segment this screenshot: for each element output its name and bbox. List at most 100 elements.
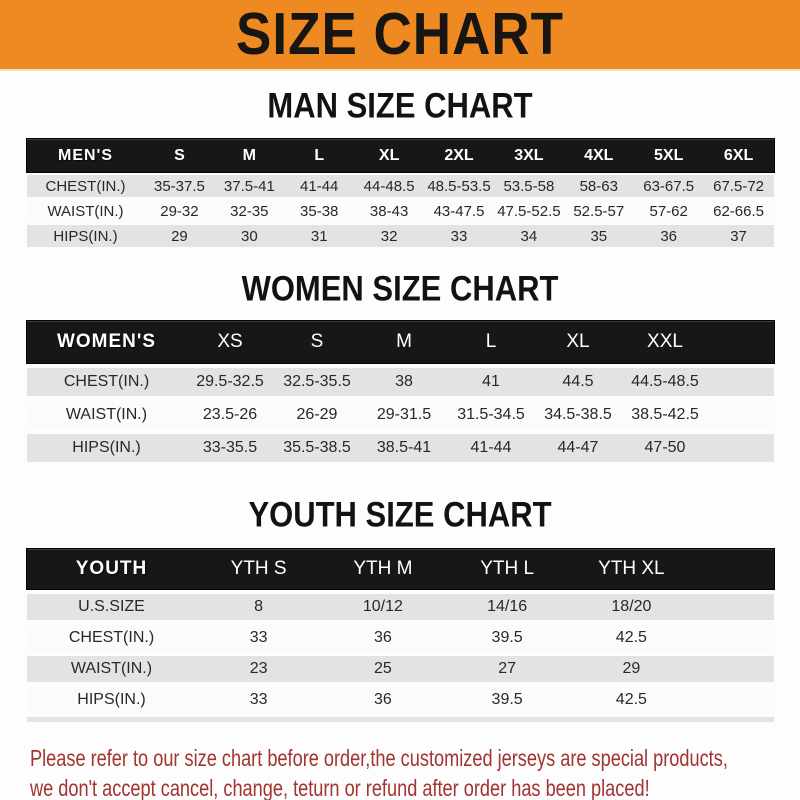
- table-row: WAIST(IN.) 23.5-26 26-29 29-31.5 31.5-34.5 34…: [26, 401, 774, 429]
- size-value-cell: 39.5: [491, 691, 523, 708]
- size-value-cell: 35.5-38.5: [283, 439, 351, 456]
- footer-notice: Please refer to our size chart before or…: [0, 743, 800, 800]
- size-value-cell: 53.5-58: [503, 177, 555, 195]
- size-value-cell: 41-44: [300, 177, 339, 195]
- size-value-cell: 34: [520, 227, 538, 245]
- size-chart-sections: MAN SIZE CHART MEN'S S M L XL 2XL 3XL 4XL 5XL 6XL C…: [0, 85, 800, 722]
- row-label: WAIST(IN.): [70, 660, 153, 677]
- table-header-row: WOMEN'S XS S M L XL XXL: [26, 321, 774, 363]
- row-label: CHEST(IN.): [68, 629, 155, 646]
- size-value-cell: 41-44: [470, 439, 512, 456]
- size-value-cell: 32-35: [230, 202, 269, 220]
- size-value-cell: 8: [254, 598, 264, 615]
- size-value-cell: 47-50: [644, 439, 686, 456]
- size-value-cell: 33: [450, 227, 468, 245]
- row-label: CHEST(IN.): [63, 373, 150, 390]
- size-value-cell: 63-67.5: [643, 177, 695, 195]
- notice-line-1: Please refer to our size chart before or…: [30, 745, 728, 771]
- size-value-cell: 37.5-41: [223, 177, 275, 195]
- size-value-cell: 52.5-57: [573, 202, 625, 220]
- row-label: HIPS(IN.): [72, 439, 141, 456]
- size-value-cell: 30: [240, 227, 258, 245]
- size-value-cell: 37: [730, 227, 747, 245]
- size-column-header: XS: [217, 331, 243, 352]
- size-value-cell: 44.5: [562, 373, 594, 390]
- size-column-header: S: [310, 331, 324, 352]
- size-column-header: M: [242, 146, 256, 164]
- table-title-cell: YOUTH: [75, 558, 148, 579]
- size-column-header: S: [174, 146, 185, 164]
- size-value-cell: 62-66.5: [713, 202, 764, 220]
- size-column-header: XL: [566, 331, 590, 352]
- table-row: HIPS(IN.) 33-35.5 35.5-38.5 38.5-41 41-44 44-…: [26, 434, 774, 462]
- size-column-header: 5XL: [654, 146, 684, 164]
- table-title-cell: MEN'S: [57, 146, 114, 164]
- size-value-cell: 31.5-34.5: [457, 406, 525, 423]
- size-value-cell: 32.5-35.5: [283, 373, 351, 390]
- size-value-cell: 36: [373, 629, 392, 646]
- size-column-header: YTH M: [353, 558, 413, 579]
- size-column-header: M: [396, 331, 412, 352]
- size-value-cell: 42.5: [615, 629, 647, 646]
- size-table: YOUTH YTH S YTH M YTH L YTH XL U.S.SIZE 8 10/12…: [26, 549, 774, 722]
- size-value-cell: 29.5-32.5: [196, 373, 264, 390]
- size-section: MAN SIZE CHART MEN'S S M L XL 2XL 3XL 4XL 5XL 6XL C…: [0, 85, 800, 247]
- size-column-header: L: [314, 146, 325, 164]
- size-column-header: YTH XL: [598, 558, 665, 579]
- row-spacer: [694, 687, 774, 713]
- size-value-cell: 10/12: [362, 598, 403, 615]
- size-value-cell: 57-62: [649, 202, 688, 220]
- notice-line-2: we don't accept cancel, change, teturn o…: [30, 775, 650, 800]
- size-value-cell: 29-32: [160, 202, 199, 220]
- size-value-cell: 31: [310, 227, 328, 245]
- section-heading: WOMEN SIZE CHART: [241, 268, 559, 309]
- row-spacer: [694, 656, 774, 682]
- size-column-header: L: [485, 331, 497, 352]
- size-value-cell: 35-37.5: [154, 177, 205, 195]
- size-column-header: 2XL: [444, 146, 474, 164]
- size-value-cell: 44-47: [557, 439, 599, 456]
- row-label: HIPS(IN.): [53, 227, 118, 245]
- size-value-cell: 25: [373, 660, 392, 677]
- header-spacer: [709, 321, 774, 363]
- row-label: WAIST(IN.): [47, 202, 124, 220]
- size-value-cell: 33: [249, 629, 268, 646]
- row-spacer: [694, 625, 774, 651]
- row-spacer: [694, 594, 774, 620]
- size-value-cell: 14/16: [487, 598, 528, 615]
- size-value-cell: 32: [380, 227, 398, 245]
- size-value-cell: 43-47.5: [433, 202, 485, 220]
- table-bottom-strip: [26, 717, 774, 722]
- size-value-cell: 35-38: [300, 202, 339, 220]
- size-value-cell: 23.5-26: [202, 406, 258, 423]
- size-value-cell: 38: [395, 373, 413, 390]
- size-value-cell: 48.5-53.5: [427, 177, 491, 195]
- size-value-cell: 29-31.5: [376, 406, 432, 423]
- size-table: MEN'S S M L XL 2XL 3XL 4XL 5XL 6XL CHEST(IN.) 35-37…: [26, 139, 774, 247]
- table-row: WAIST(IN.) 29-32 32-35 35-38 38-43 43-47.5 47.…: [26, 200, 774, 222]
- size-value-cell: 42.5: [615, 691, 647, 708]
- size-value-cell: 39.5: [491, 629, 523, 646]
- table-row: U.S.SIZE 8 10/12 14/16 18/20: [26, 594, 774, 620]
- page-title: SIZE CHART: [236, 1, 564, 68]
- table-header-row: YOUTH YTH S YTH M YTH L YTH XL: [26, 549, 774, 589]
- size-column-header: 6XL: [723, 146, 754, 164]
- size-column-header: YTH L: [480, 558, 535, 579]
- size-value-cell: 23: [249, 660, 268, 677]
- table-row: HIPS(IN.) 33 36 39.5 42.5: [26, 687, 774, 713]
- table-row: CHEST(IN.) 29.5-32.5 32.5-35.5 38 41 44.5 44.5…: [26, 368, 774, 396]
- size-value-cell: 47.5-52.5: [497, 202, 561, 220]
- size-value-cell: 27: [498, 660, 517, 677]
- size-table: WOMEN'S XS S M L XL XXL CHEST(IN.) 29.5-32.5 32.5…: [26, 321, 774, 462]
- size-section: WOMEN SIZE CHART WOMEN'S XS S M L XL XXL CHEST(I…: [0, 268, 800, 462]
- size-value-cell: 29: [622, 660, 641, 677]
- size-column-header: 3XL: [514, 146, 544, 164]
- size-value-cell: 44.5-48.5: [631, 373, 699, 390]
- size-value-cell: 26-29: [296, 406, 338, 423]
- size-value-cell: 38.5-42.5: [631, 406, 699, 423]
- row-label: HIPS(IN.): [77, 691, 146, 708]
- table-row: CHEST(IN.) 33 36 39.5 42.5: [26, 625, 774, 651]
- size-value-cell: 29: [171, 227, 188, 245]
- size-value-cell: 41: [482, 373, 500, 390]
